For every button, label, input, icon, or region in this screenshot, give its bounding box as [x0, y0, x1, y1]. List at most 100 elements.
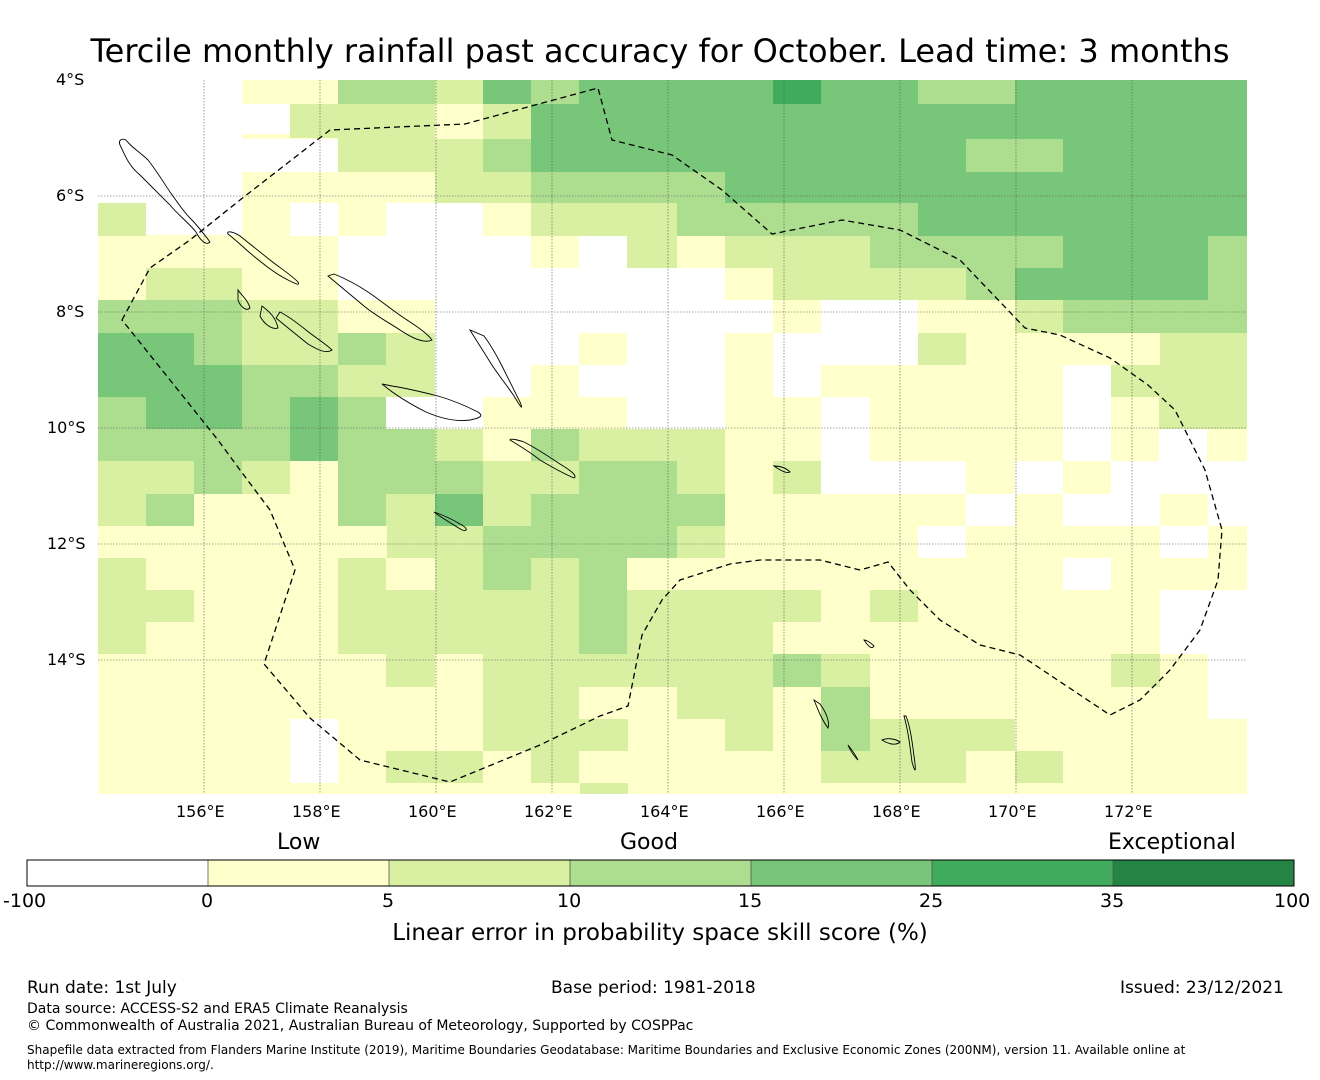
grid-cell	[1063, 461, 1111, 494]
grid-cell	[435, 461, 483, 494]
grid-cell	[579, 80, 773, 104]
grid-cell	[386, 397, 483, 429]
island-espiritu-santo	[813, 698, 829, 729]
grid-cell	[531, 461, 579, 494]
grid-cell	[531, 751, 579, 783]
grid-cell	[242, 397, 290, 429]
lat-label: 10°S	[47, 418, 86, 437]
colorbar-segment-6	[932, 860, 1113, 886]
lat-label: 8°S	[56, 302, 85, 321]
grid-cell	[290, 397, 338, 429]
grid-cell	[918, 333, 966, 365]
grid-cell	[531, 558, 579, 590]
grid-cell	[1063, 494, 1160, 526]
grid-cell	[98, 558, 146, 590]
colorbar-tick: 0	[201, 890, 214, 912]
grid-cell	[1159, 429, 1207, 461]
grid-cell	[387, 526, 483, 558]
grid-cell	[821, 365, 1063, 397]
grid-cell	[483, 719, 628, 751]
grid-cell	[918, 526, 966, 558]
grid-cell	[773, 268, 966, 300]
grid-cell	[579, 558, 627, 590]
colorbar-segment-5	[751, 860, 932, 886]
colorbar-title: Linear error in probability space skill …	[392, 920, 928, 946]
grid-cell	[483, 203, 531, 236]
grid-cell	[338, 429, 435, 461]
grid-cell	[870, 719, 1015, 751]
lon-label: 168°E	[872, 802, 921, 821]
grid-cell	[677, 461, 725, 494]
copyright: © Commonwealth of Australia 2021, Austra…	[27, 1018, 694, 1034]
colorbar-segment-2	[208, 860, 389, 886]
grid-cell	[338, 139, 435, 172]
category-label-exceptional: Exceptional	[1108, 830, 1236, 855]
colorbar-tick: 10	[557, 890, 582, 912]
grid-cell	[531, 80, 579, 104]
grid-cell	[725, 494, 966, 526]
island-makira	[509, 438, 576, 479]
grid-cell	[677, 203, 918, 236]
grid-cell	[338, 268, 435, 300]
grid-cell	[531, 104, 1247, 139]
grid-cell	[821, 654, 870, 687]
lon-label: 156°E	[176, 802, 225, 821]
grid-cell	[483, 80, 531, 104]
lon-label: 170°E	[988, 802, 1037, 821]
colorbar-tick: 25	[919, 890, 944, 912]
shapefile-url: http://www.marineregions.org/.	[27, 1058, 214, 1072]
grid-cell	[531, 139, 966, 172]
grid-cell	[338, 236, 531, 268]
grid-cell	[483, 590, 579, 622]
colorbar-tick: 100	[1274, 890, 1311, 912]
grid-cell	[290, 203, 338, 236]
colorbar-segment-7	[1113, 860, 1294, 886]
grid-cell	[435, 558, 483, 590]
grid-cell	[1015, 494, 1063, 526]
lat-label: 14°S	[47, 650, 86, 669]
grid-cell	[1208, 526, 1247, 558]
grid-cell	[146, 494, 194, 526]
grid-cell	[435, 172, 531, 203]
grid-cell	[1063, 429, 1111, 461]
grid-cell	[483, 526, 677, 558]
grid-cell	[677, 687, 773, 719]
grid-cell	[870, 236, 966, 268]
island-malakula	[881, 738, 901, 745]
grid-cell	[966, 461, 1015, 494]
grid-cell	[194, 365, 242, 397]
grid-cell	[579, 622, 627, 654]
grid-cell	[1015, 300, 1063, 333]
grid-cell	[725, 558, 967, 590]
grid-cell	[98, 494, 146, 526]
grid-cell	[338, 203, 386, 236]
grid-cell	[966, 139, 1063, 172]
grid-cell	[725, 172, 1247, 203]
grid-cell	[98, 203, 146, 236]
island-epi	[847, 744, 859, 761]
grid-cell	[773, 300, 821, 333]
lat-label: 12°S	[47, 534, 86, 553]
grid-cell	[1160, 526, 1208, 558]
grid-cell	[725, 236, 870, 268]
grid-cell	[338, 622, 579, 654]
grid-cell	[1063, 333, 1160, 365]
grid-cell	[821, 719, 870, 751]
grid-cell	[1063, 397, 1111, 429]
chart-title: Tercile monthly rainfall past accuracy f…	[90, 32, 1230, 70]
grid-cell	[242, 365, 338, 397]
grid-cell	[1015, 80, 1247, 104]
grid-cell	[483, 429, 531, 461]
grid-cell	[1063, 365, 1111, 397]
grid-cell	[579, 461, 677, 494]
grid-cell	[531, 429, 579, 461]
grid-cell	[435, 429, 483, 461]
grid-cell	[1160, 494, 1208, 526]
grid-cell	[146, 558, 338, 590]
grid-cell	[98, 397, 146, 429]
grid-cell	[531, 203, 677, 236]
grid-cell	[290, 719, 338, 751]
grid-cell	[773, 333, 918, 365]
island-pentecost	[903, 715, 916, 771]
colorbar	[26, 859, 1295, 887]
